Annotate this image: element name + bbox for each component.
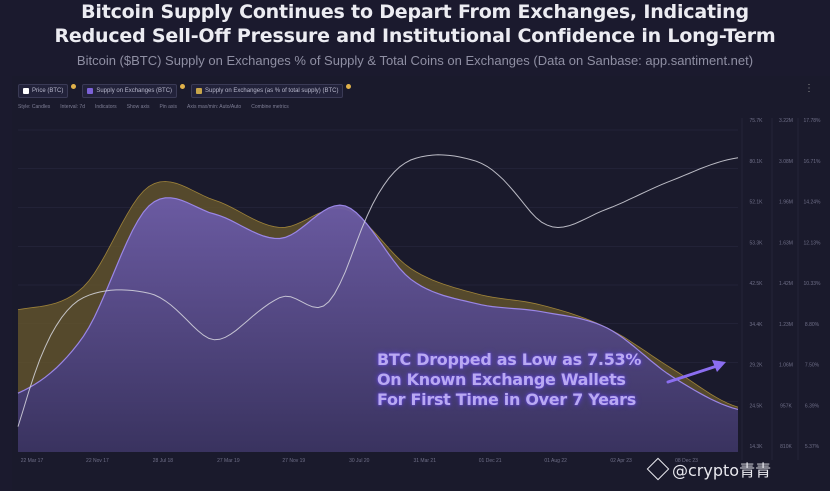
figure-subtitle: Bitcoin ($BTC) Supply on Exchanges % of … <box>76 53 754 68</box>
settings-dot-icon[interactable] <box>180 84 186 89</box>
supply-axis-tick: 1.96M <box>779 200 793 206</box>
supply-axis-tick: 1.23M <box>779 322 793 328</box>
pct-axis-tick: 10.33% <box>804 281 822 287</box>
x-tick-label: 27 Nov 19 <box>282 458 305 464</box>
pct-axis-tick: 17.78% <box>804 118 822 124</box>
title-line-2: Reduced Sell-Off Pressure and Institutio… <box>54 25 776 47</box>
x-tick-label: 01 Aug 22 <box>544 458 567 464</box>
settings-dot-icon[interactable] <box>71 84 77 89</box>
pct-line <box>17 181 739 408</box>
axis-range-selector[interactable]: Axis max/min: Auto/Auto <box>187 104 242 110</box>
show-axis-toggle[interactable]: Show axis <box>126 104 150 110</box>
y-axes: 75.7K 80.1K 52.1K 53.3K 42.5K 34.4K 29.2K 24.5K… <box>741 118 822 460</box>
legend-chip-price[interactable]: Price (BTC) <box>18 84 69 98</box>
pct-axis-tick: 8.80% <box>805 322 820 328</box>
pct-axis-tick: 14.24% <box>804 200 822 206</box>
supply-area-series <box>17 197 739 452</box>
legend-label: Supply on Exchanges (as % of total suppl… <box>205 88 339 94</box>
supply-axis-tick: 810K <box>780 444 792 450</box>
price-axis-tick: 24.5K <box>749 403 763 409</box>
x-axis: 22 Mar 17 22 Nov 17 28 Jul 18 27 Mar 19 27 N… <box>21 458 698 464</box>
annotation-line-2: On Known Exchange Wallets <box>377 370 626 389</box>
arrow-head <box>712 360 726 372</box>
pin-axis-toggle[interactable]: Pin axis <box>159 104 177 110</box>
pct-axis-tick: 16.71% <box>804 159 822 165</box>
supply-area-fill <box>18 197 738 452</box>
price-axis-tick: 14.3K <box>749 444 763 450</box>
pct-axis-tick: 7.50% <box>805 363 820 369</box>
binance-diamond-icon <box>646 457 670 481</box>
x-tick-label: 08 Dec 23 <box>675 458 698 464</box>
settings-dot-icon[interactable] <box>346 84 352 89</box>
pct-axis-tick: 6.39% <box>805 403 820 409</box>
price-swatch-icon <box>23 88 29 94</box>
annotation-line-3: For First Time in Over 7 Years <box>377 390 636 409</box>
supply-axis-tick: 3.08M <box>779 159 793 165</box>
supply-line <box>17 197 739 410</box>
supply-axis-tick: 1.63M <box>779 240 793 246</box>
legend-label: Supply on Exchanges (BTC) <box>96 88 173 94</box>
legend-chip-pct[interactable]: Supply on Exchanges (as % of total suppl… <box>191 84 344 98</box>
legend-label: Price (BTC) <box>32 88 64 94</box>
price-axis-tick: 42.5K <box>749 281 763 287</box>
x-tick-label: 22 Mar 17 <box>21 458 44 464</box>
pct-swatch-icon <box>196 88 203 94</box>
supply-axis-tick: 1.06M <box>779 363 793 369</box>
x-tick-label: 01 Dec 21 <box>479 458 502 464</box>
more-options-icon[interactable]: ⋮ <box>804 83 814 94</box>
combine-metrics-button[interactable]: Combine metrics <box>251 104 289 110</box>
annotation-callout: BTC Dropped as Low as 7.53% On Known Exc… <box>377 350 641 410</box>
watermark: @crypto青青 <box>646 457 772 481</box>
supply-axis-tick: 1.42M <box>779 281 793 287</box>
x-tick-label: 28 Jul 18 <box>153 458 174 464</box>
price-axis-tick: 52.1K <box>749 200 763 206</box>
x-tick-label: 31 Mar 21 <box>413 458 436 464</box>
pct-band-series <box>17 181 739 410</box>
arrow-shaft <box>666 363 722 384</box>
pct-axis-tick: 5.37% <box>805 444 820 450</box>
pct-axis-tick: 12.13% <box>804 240 822 246</box>
supply-axis-tick: 3.22M <box>779 118 793 124</box>
x-tick-label: 27 Mar 19 <box>217 458 240 464</box>
price-axis-tick: 29.2K <box>749 363 763 369</box>
style-selector[interactable]: Style: Candles <box>18 104 51 110</box>
watermark-text: @crypto青青 <box>672 461 772 480</box>
indicators-button[interactable]: Indicators <box>95 104 117 110</box>
price-axis-tick: 53.3K <box>749 240 763 246</box>
interval-selector[interactable]: Interval: 7d <box>60 104 85 110</box>
price-series <box>17 154 739 427</box>
price-axis-tick: 75.7K <box>749 118 763 124</box>
price-axis-tick: 80.1K <box>749 159 763 165</box>
title-line-1: Bitcoin Supply Continues to Depart From … <box>81 1 749 23</box>
price-axis-tick: 34.4K <box>749 322 763 328</box>
legend-chip-supply[interactable]: Supply on Exchanges (BTC) <box>82 84 178 98</box>
x-tick-label: 22 Nov 17 <box>86 458 109 464</box>
chart-toolbar: Style: Candles Interval: 7d Indicators S… <box>18 104 289 110</box>
x-tick-label: 02 Apr 23 <box>610 458 632 464</box>
annotation-line-1: BTC Dropped as Low as 7.53% <box>377 350 642 369</box>
supply-axis-tick: 957K <box>780 403 792 409</box>
supply-swatch-icon <box>87 88 94 94</box>
legend: Price (BTC) Supply on Exchanges (BTC) Su… <box>18 84 352 98</box>
x-tick-label: 30 Jul 20 <box>349 458 370 464</box>
annotation-arrow <box>666 360 726 384</box>
price-line <box>17 154 739 427</box>
